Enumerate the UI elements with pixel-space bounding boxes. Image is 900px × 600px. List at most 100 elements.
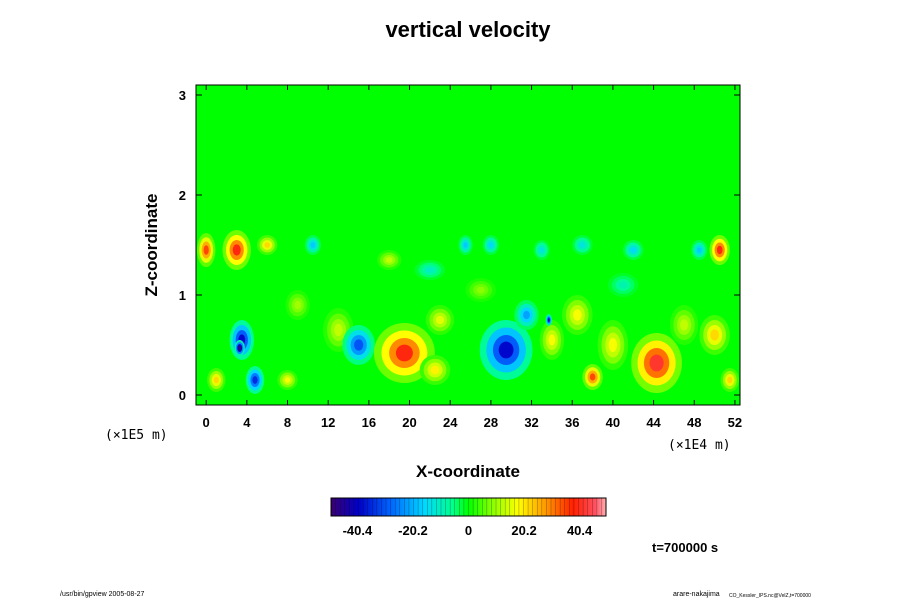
velocity-contour xyxy=(238,345,242,351)
velocity-contour xyxy=(710,329,719,341)
colorbar-tick-label: 0 xyxy=(465,523,472,538)
velocity-cell xyxy=(539,320,565,360)
velocity-contour xyxy=(573,309,582,321)
velocity-cell xyxy=(623,240,644,260)
footer-right-small: CO_Kessler_IPS.nc@VelZ,t=700000 xyxy=(729,593,811,599)
x-unit-label: (×1E4 m) xyxy=(668,438,731,453)
x-axis-label: X-coordinate xyxy=(416,462,520,481)
velocity-contour xyxy=(203,245,209,255)
velocity-contour xyxy=(649,354,664,372)
velocity-cell xyxy=(691,240,708,260)
colorbar-tick-label: 20.2 xyxy=(511,523,536,538)
velocity-cell xyxy=(197,233,216,267)
velocity-contour xyxy=(264,242,271,248)
velocity-contour xyxy=(630,247,636,253)
velocity-cell xyxy=(377,250,402,270)
velocity-contour xyxy=(436,315,444,325)
y-tick-label: 3 xyxy=(179,88,186,103)
velocity-contour xyxy=(284,377,291,383)
velocity-cell xyxy=(342,325,376,365)
x-tick-label: 24 xyxy=(443,415,458,430)
velocity-contour xyxy=(430,365,440,375)
x-tick-label: 40 xyxy=(606,415,620,430)
velocity-cell xyxy=(277,370,298,390)
chart-title: vertical velocity xyxy=(385,17,551,42)
x-tick-label: 28 xyxy=(484,415,498,430)
velocity-contour xyxy=(579,242,586,248)
velocity-contour xyxy=(232,244,241,256)
velocity-contour xyxy=(395,344,413,362)
y-axis-label: Z-coordinate xyxy=(142,194,161,297)
velocity-cell xyxy=(582,364,603,390)
velocity-cell xyxy=(607,273,639,297)
x-tick-label: 4 xyxy=(243,415,251,430)
footer-right-main: arare-nakajima xyxy=(673,591,720,598)
y-axis: 0 1 2 3 xyxy=(179,88,740,403)
velocity-cell xyxy=(257,235,278,255)
velocity-cell xyxy=(482,235,499,255)
colorbar-tick-label: -40.4 xyxy=(343,523,373,538)
velocity-contour xyxy=(618,281,628,289)
colorbar-tick-label: -20.2 xyxy=(398,523,428,538)
velocity-contour xyxy=(547,318,550,322)
velocity-contour xyxy=(589,373,596,381)
velocity-cell xyxy=(425,305,455,335)
velocity-cell xyxy=(414,260,446,280)
velocity-cell xyxy=(419,355,451,385)
velocity-cell xyxy=(465,278,497,302)
velocity-cell xyxy=(572,235,593,255)
velocity-cell xyxy=(285,290,310,320)
velocity-contour xyxy=(310,242,316,248)
velocity-cell xyxy=(373,323,435,383)
velocity-cell xyxy=(304,235,321,255)
velocity-cell xyxy=(669,305,699,345)
velocity-contour xyxy=(294,300,302,310)
x-tick-label: 12 xyxy=(321,415,335,430)
colorbar: -40.4 -20.2 0 20.2 40.4 xyxy=(330,497,607,538)
velocity-contour xyxy=(252,376,258,384)
velocity-cell xyxy=(709,235,730,265)
velocity-cell xyxy=(720,368,739,392)
heatmap-field xyxy=(195,84,741,406)
velocity-cell xyxy=(545,314,552,326)
velocity-contour xyxy=(548,334,556,346)
velocity-contour xyxy=(463,242,468,248)
colorbar-ticks: -40.4 -20.2 0 20.2 40.4 xyxy=(343,523,593,538)
x-tick-label: 16 xyxy=(362,415,376,430)
velocity-cell xyxy=(562,295,593,335)
footer-left: /usr/bin/gpview 2005-08-27 xyxy=(60,591,145,598)
y-tick-label: 1 xyxy=(179,288,186,303)
velocity-cell xyxy=(699,315,730,355)
heatmap-features xyxy=(197,230,739,394)
velocity-cell xyxy=(458,235,473,255)
velocity-contour xyxy=(727,376,733,384)
velocity-cell xyxy=(533,240,550,260)
velocity-contour xyxy=(425,267,435,273)
x-tick-label: 36 xyxy=(565,415,579,430)
x-tick-label: 48 xyxy=(687,415,701,430)
velocity-contour xyxy=(697,247,702,253)
velocity-contour xyxy=(608,338,618,352)
x-tick-label: 32 xyxy=(524,415,538,430)
plot-frame xyxy=(195,84,741,406)
velocity-cell xyxy=(234,340,245,356)
velocity-contour xyxy=(716,245,723,255)
x-tick-label: 20 xyxy=(402,415,416,430)
x-axis: 0 4 8 12 16 20 24 28 32 36 40 44 48 52 xyxy=(203,85,742,430)
colorbar-stripes xyxy=(335,498,602,516)
x-tick-label: 0 xyxy=(203,415,210,430)
velocity-contour xyxy=(385,257,393,263)
colorbar-tick-label: 40.4 xyxy=(567,523,593,538)
x-tick-label: 8 xyxy=(284,415,291,430)
velocity-cell xyxy=(597,320,629,370)
time-annotation: t=700000 s xyxy=(652,540,718,555)
velocity-contour xyxy=(523,310,530,320)
velocity-contour xyxy=(498,341,514,359)
y-tick-label: 2 xyxy=(179,188,186,203)
velocity-contour xyxy=(213,376,219,384)
velocity-contour xyxy=(476,286,486,294)
x-tick-label: 44 xyxy=(646,415,661,430)
velocity-cell xyxy=(631,333,682,393)
